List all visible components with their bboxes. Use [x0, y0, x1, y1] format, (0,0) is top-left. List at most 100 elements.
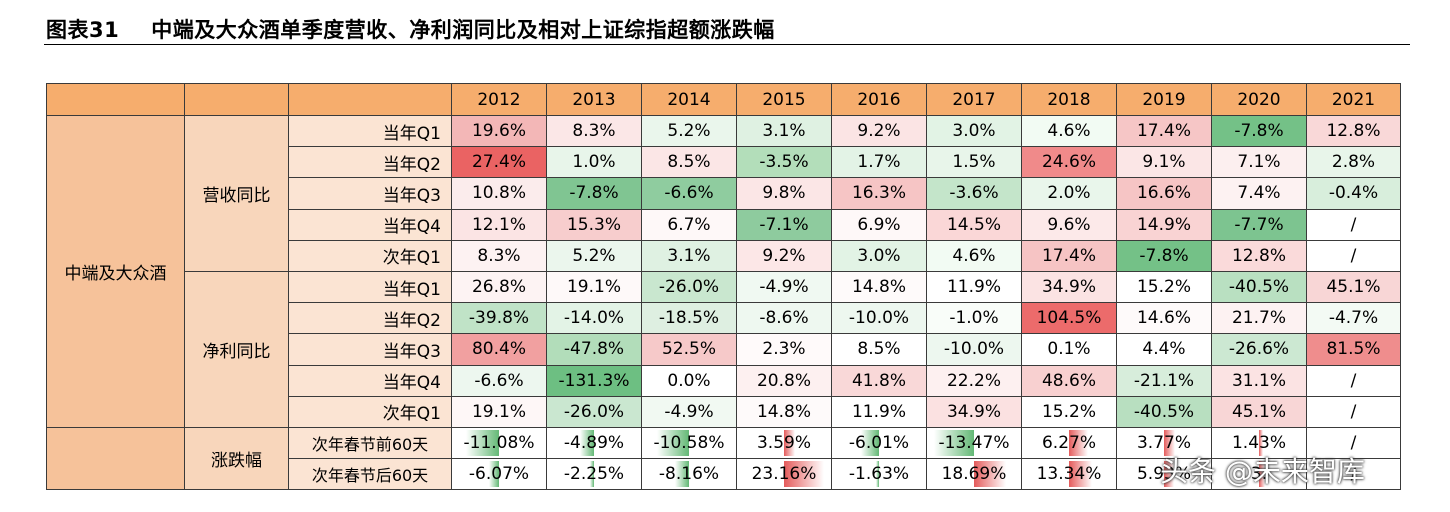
positive-databar [1164, 461, 1175, 488]
value-cell: 52.5% [641, 333, 737, 366]
value-cell: 2.0% [1021, 177, 1117, 210]
value-cell: 3.0% [831, 239, 927, 272]
header-row: 2012 2013 2014 2015 2016 2017 2018 2019 2020 2021 [46, 83, 1401, 116]
value-cell: 9.2% [736, 239, 832, 272]
row-label: 当年Q4 [288, 208, 452, 241]
value-cell: 12.1% [451, 208, 547, 241]
value-cell: -131.3% [546, 364, 642, 397]
row-label: 当年Q3 [288, 333, 452, 366]
value-cell: 34.9% [1021, 270, 1117, 304]
value-cell: -7.8% [1116, 239, 1212, 272]
value-text: 19.1% [566, 277, 621, 298]
value-cell: -10.58% [641, 426, 737, 460]
value-text: -3.5% [759, 152, 809, 173]
group-label-blank [46, 426, 185, 491]
value-cell: -7.1% [736, 208, 832, 241]
value-text: 20.8% [756, 370, 811, 391]
value-cell: 2.3% [736, 333, 832, 366]
value-text: -26.0% [658, 277, 720, 298]
value-text: -4.9% [664, 401, 714, 422]
value-text: -8.16% [658, 464, 720, 485]
value-text: 16.6% [1136, 183, 1191, 204]
value-cell: / [1306, 426, 1401, 460]
value-text: 6.7% [667, 214, 711, 235]
value-text: 15.3% [566, 214, 621, 235]
value-text: 5.93% [1136, 464, 1191, 485]
value-cell: 4.6% [926, 239, 1022, 272]
table-row: 净利同比 当年Q1 26.8% 19.1% -26.0% -4.9% 14.8% 11.9% 3… [47, 270, 1401, 428]
value-text: -1.0% [949, 308, 999, 329]
table-row: 次年春节后60天 -6.07% -2.25% -8.16% 23.16% -1.63% 18… [47, 458, 1401, 491]
value-cell: 3.77% [1116, 426, 1212, 460]
value-text: 14.6% [1136, 308, 1191, 329]
value-text: 23.16% [751, 464, 817, 485]
year-header: 2015 [736, 83, 832, 116]
value-text: -7.8% [569, 183, 619, 204]
value-text: 6.27% [1041, 432, 1096, 453]
value-text: 45.1% [1326, 277, 1381, 298]
value-text: 7.1% [1237, 152, 1281, 173]
figure-number: 图表31 [46, 18, 120, 42]
value-text: 22.2% [946, 370, 1001, 391]
value-text: 14.8% [756, 401, 811, 422]
value-cell: 24.6% [1021, 146, 1117, 179]
value-text: 21.7% [1231, 308, 1286, 329]
table-row: 当年Q4 -6.6% -131.3% 0.0% 20.8% 41.8% 22.2% 48.6%… [47, 364, 1401, 397]
value-text: -6.07% [468, 464, 530, 485]
row-label: 当年Q1 [288, 270, 452, 304]
value-text: 13.34% [1036, 464, 1102, 485]
value-text: -10.0% [943, 339, 1005, 360]
positive-databar [784, 461, 824, 488]
header-blank-cell [184, 83, 289, 116]
table-row: 中端及大众酒 营收同比 当年Q1 19.6% 8.3% 5.2% 3.1% 9.2% 3.0% 4… [46, 114, 1401, 428]
year-header: 2016 [831, 83, 927, 116]
positive-databar [1259, 429, 1264, 457]
value-cell: 8.5% [641, 146, 737, 179]
value-cell: -1.0% [926, 302, 1022, 335]
value-cell: 2.8% [1306, 146, 1401, 179]
value-text: 4.4% [1142, 339, 1186, 360]
value-text: -2.25% [563, 464, 625, 485]
table-body: 2012 2013 2014 2015 2016 2017 2018 2019 2020 2021… [46, 83, 1401, 491]
value-cell: 8.3% [451, 239, 547, 272]
value-text: 17.4% [1041, 245, 1096, 266]
table-row: 次年Q1 8.3% 5.2% 3.1% 9.2% 3.0% 4.6% 17.4% -7.8% 12… [47, 239, 1401, 272]
value-cell: 3.0% [926, 114, 1022, 148]
value-cell: / [1306, 208, 1401, 241]
value-text: 104.5% [1036, 308, 1102, 329]
value-text: -39.8% [468, 308, 530, 329]
value-text: 3.1% [667, 245, 711, 266]
row-label: 次年Q1 [288, 395, 452, 428]
value-text: -6.6% [664, 183, 714, 204]
positive-databar [1259, 461, 1265, 488]
value-text: 1.0% [572, 152, 616, 173]
value-text: 15.2% [1136, 277, 1191, 298]
positive-databar [1069, 429, 1088, 457]
value-cell: 104.5% [1021, 302, 1117, 335]
value-text: -4.7% [1328, 308, 1379, 329]
table-row: 当年Q3 80.4% -47.8% 52.5% 2.3% 8.5% -10.0% 0.1% 4.… [47, 333, 1401, 366]
negative-databar [934, 429, 974, 457]
value-text: 9.1% [1142, 152, 1186, 173]
value-cell: 1.7% [831, 146, 927, 179]
positive-databar [1164, 429, 1176, 457]
table-row: 次年Q1 19.1% -26.0% -4.9% 14.8% 11.9% 34.9% 15.2%… [47, 395, 1401, 428]
value-cell: 17.4% [1116, 114, 1212, 148]
value-text: 7.4% [1237, 183, 1281, 204]
value-cell: -4.9% [641, 395, 737, 428]
value-text: 5.2% [667, 121, 711, 142]
value-text: 3.59% [756, 432, 811, 453]
watermark: 头条 @未来智库 [1160, 455, 1365, 488]
value-cell: 6.7% [641, 208, 737, 241]
value-text: 12.8% [1326, 121, 1381, 142]
value-text: 12.8% [1231, 245, 1286, 266]
value-text: 11.9% [946, 277, 1001, 298]
value-cell: 15.2% [1116, 270, 1212, 304]
value-text: -40.5% [1228, 277, 1290, 298]
value-cell: 16.6% [1116, 177, 1212, 210]
value-text: 34.9% [1041, 277, 1096, 298]
negative-databar [579, 429, 594, 457]
value-cell: 23.16% [736, 458, 832, 491]
value-text: -10.58% [653, 432, 725, 453]
value-cell: 7.1% [1211, 146, 1307, 179]
